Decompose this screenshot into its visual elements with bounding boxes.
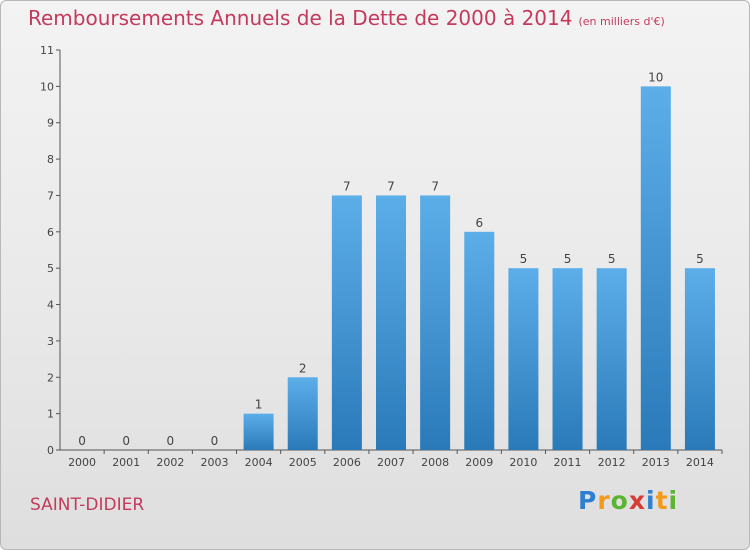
x-tick-label-2000: 2000	[68, 456, 96, 469]
data-label-2002: 0	[167, 434, 175, 448]
x-tick-label-2003: 2003	[200, 456, 228, 469]
bar-2006	[331, 195, 362, 450]
data-label-2006: 7	[343, 179, 351, 193]
bar-2013	[640, 86, 671, 450]
x-tick-label-2011: 2011	[554, 456, 582, 469]
data-label-2008: 7	[431, 179, 439, 193]
y-tick-label: 8	[47, 153, 54, 166]
y-tick-label: 9	[47, 117, 54, 130]
logo-letter: t	[655, 486, 669, 515]
x-tick-label-2009: 2009	[465, 456, 493, 469]
y-tick-label: 5	[47, 262, 54, 275]
x-tick-label-2014: 2014	[686, 456, 714, 469]
chart-unit: (en milliers d'€)	[578, 15, 665, 28]
chart-data-labels: 0 0 0 0 1 2 7 7 7 6 5 5 5 10 5	[78, 70, 704, 448]
data-label-2011: 5	[564, 252, 572, 266]
proxiti-logo: Proxiti	[578, 486, 678, 515]
data-label-2010: 5	[520, 252, 528, 266]
logo-letter: i	[668, 486, 679, 515]
y-tick-label: 3	[47, 335, 54, 348]
bar-2012	[596, 268, 627, 450]
y-tick-label: 6	[47, 226, 54, 239]
bar-2007	[375, 195, 407, 450]
data-label-2007: 7	[387, 179, 395, 193]
y-tick-label: 1	[47, 408, 54, 421]
data-label-2012: 5	[608, 252, 616, 266]
x-tick-label-2013: 2013	[642, 456, 670, 469]
bar-2005	[287, 377, 318, 450]
logo-letter: P	[578, 486, 598, 515]
chart-bars	[243, 86, 715, 450]
data-label-2000: 0	[78, 434, 86, 448]
bar-2014	[684, 268, 715, 450]
bar-2008	[420, 195, 451, 450]
data-label-2009: 6	[475, 216, 483, 230]
x-tick-label-2005: 2005	[289, 456, 317, 469]
y-tick-label: 0	[47, 444, 54, 457]
logo-letter: i	[646, 486, 656, 515]
commune-name: SAINT-DIDIER	[30, 495, 145, 515]
data-label-2004: 1	[255, 398, 263, 412]
y-tick-label: 7	[47, 189, 54, 202]
bar-2011	[552, 268, 583, 450]
logo-letter: x	[628, 486, 646, 515]
x-tick-label-2002: 2002	[156, 456, 184, 469]
y-tick-label: 10	[40, 80, 54, 93]
data-label-2003: 0	[211, 434, 219, 448]
x-tick-label-2008: 2008	[421, 456, 449, 469]
data-label-2001: 0	[122, 434, 130, 448]
chart-title-text: Remboursements Annuels de la Dette de 20…	[28, 6, 573, 30]
bar-2009	[464, 231, 495, 450]
x-tick-label-2004: 2004	[245, 456, 273, 469]
bar-2004	[243, 413, 274, 450]
bar-2010	[508, 268, 539, 450]
data-label-2013: 10	[648, 70, 663, 84]
chart-title: Remboursements Annuels de la Dette de 20…	[28, 6, 665, 30]
x-tick-label-2001: 2001	[112, 456, 140, 469]
y-tick-label: 2	[47, 371, 54, 384]
data-label-2005: 2	[299, 361, 307, 375]
x-tick-label-2007: 2007	[377, 456, 405, 469]
x-tick-label-2012: 2012	[598, 456, 626, 469]
logo-letter: r	[597, 486, 611, 515]
y-tick-label: 11	[40, 44, 54, 57]
x-tick-label-2006: 2006	[333, 456, 361, 469]
y-tick-label: 4	[47, 299, 54, 312]
logo-letter: o	[610, 486, 629, 515]
x-tick-label-2010: 2010	[509, 456, 537, 469]
data-label-2014: 5	[696, 252, 704, 266]
